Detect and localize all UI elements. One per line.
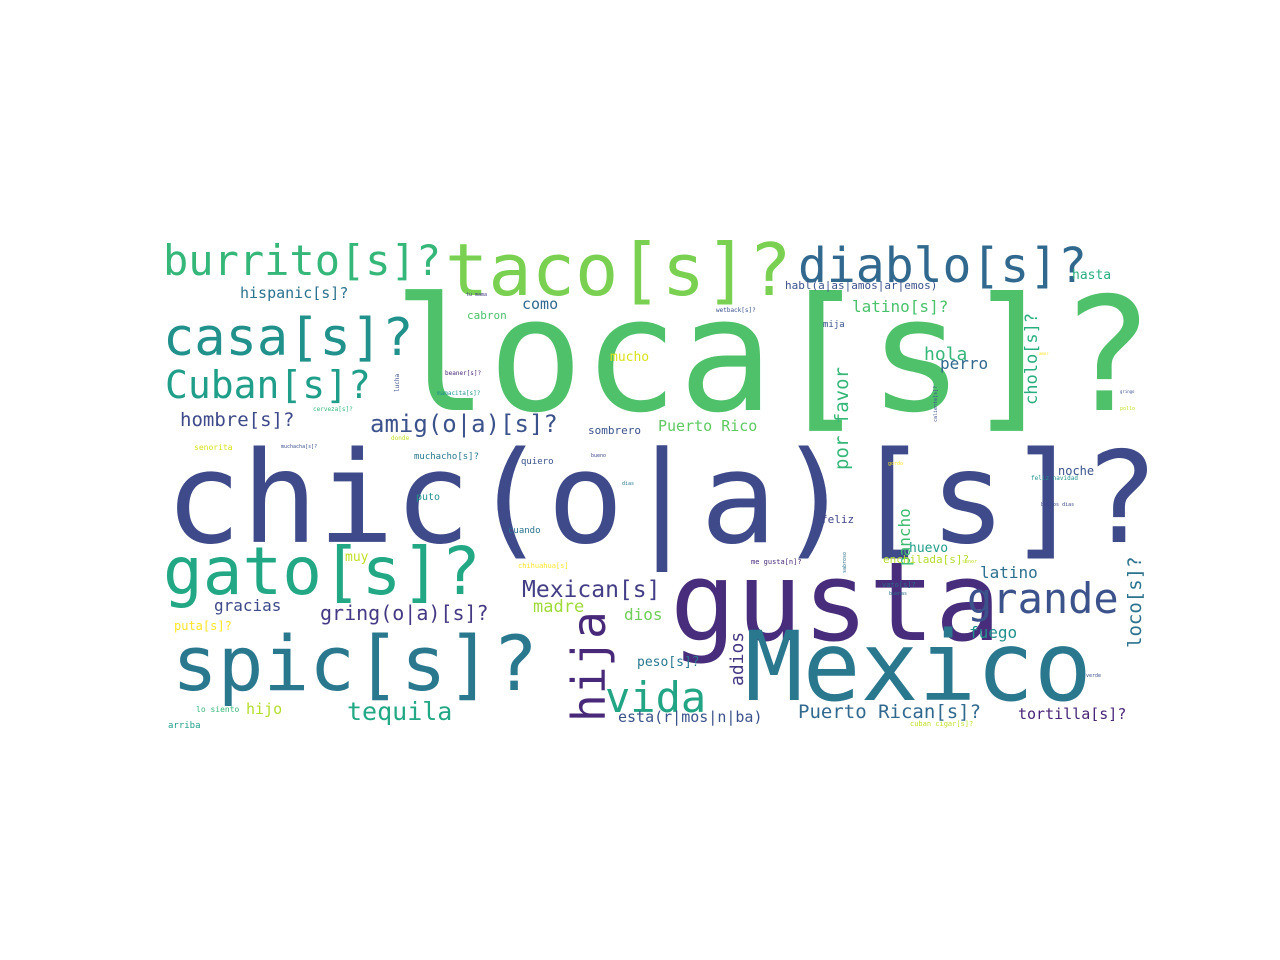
word: adios [727,632,748,686]
word: dias [622,481,634,487]
word: burrito[s]? [163,236,441,285]
word: gusta [670,538,1001,666]
word: taco[s]? [445,228,792,312]
word: donde [391,435,409,442]
word: noche [1058,464,1094,478]
word: arriba [168,721,201,731]
word: vato[s]? [882,581,916,589]
word: feliz [821,513,854,526]
word: verde [1086,673,1101,679]
word: hija [562,611,616,722]
word: diablo[s]? [798,238,1087,294]
word: pancho [895,508,914,566]
word: hasta [1072,268,1111,283]
word: enchilada[s]? [883,553,969,566]
word: Mexican[s] [522,577,660,603]
word: por favor [831,367,853,470]
word: loco[s]? [1124,556,1146,648]
word: vida [605,673,706,722]
word: amig(o|a)[s]? [370,410,558,438]
word: beaner[s]? [445,370,482,377]
word: cerveza[s]? [313,406,353,413]
word: cabron [467,309,507,322]
word: gracias [214,596,281,615]
word: spic[s]? [172,619,538,708]
word: peso[s]? [637,655,700,670]
word: amor [1039,351,1049,356]
word: cholo[s]? [1022,313,1042,405]
word: wetback[s]? [716,307,756,314]
word: cuando [508,526,541,536]
word: huevo [909,541,948,556]
word: perro [940,354,988,373]
word: hombre[s]? [180,409,294,431]
word: mucho [610,350,649,365]
word: Puerto Rico [658,417,757,435]
word: habl(a|as|amos|ar|emos) [785,279,937,292]
word: tortilla[s]? [1018,705,1126,723]
word: latino [980,563,1038,582]
word: fuego [969,623,1017,642]
word: muchacho[s]? [414,452,479,462]
word: gordo [888,461,903,467]
word: pollo [1120,406,1135,412]
word: esta(r|mos|n|ba) [618,708,763,726]
word: sombrero [588,424,641,437]
word: gring(o|a)[s]? [320,601,489,625]
word: chihuahua[s] [518,562,569,570]
word: cuban cigar[s]? [910,720,973,728]
word: gringo [1120,389,1135,394]
word: tu mama [466,292,487,298]
word: bueno [591,453,606,459]
word: chic(o|a)[s]? [165,424,1159,572]
word-cloud-words: loca[s]? chic(o|a)[s]? gusta Mexico taco… [163,228,1159,731]
word: puto [416,492,440,503]
word: lucha [394,374,401,392]
word: lo siento [196,705,240,714]
word: buenos dias [1041,502,1074,508]
word: loca[s]? [393,264,1154,448]
word: muchacha[s]? [281,444,317,450]
word: senorita [194,443,233,452]
word: madre [533,597,584,617]
word: mamacita[s]? [437,390,481,397]
word: puta[s]? [174,619,232,633]
word: gato[s]? [163,533,481,610]
word: sabroso [842,552,848,573]
word: Mexico [745,611,1092,723]
word: hijo [246,700,282,718]
word: buenas [889,591,907,597]
word: hola [924,344,967,365]
word: casa[s]? [163,308,413,368]
word: hispanic[s]? [240,284,348,302]
word: senor [962,559,977,565]
word: Puerto Rican[s]? [798,701,981,723]
word: feliz navidad [1031,475,1078,482]
word: muy [345,550,369,565]
word: latino[s]? [852,297,948,316]
word: dios [624,605,663,624]
word: me gusta[n]? [751,558,802,566]
word: grande [967,574,1119,623]
word: mija [823,320,845,330]
word: Cuban[s]? [165,363,371,407]
word: como [522,295,558,313]
word: caliente[s]? [933,386,939,422]
word: quiero [521,457,554,467]
word: tequila [347,697,452,726]
